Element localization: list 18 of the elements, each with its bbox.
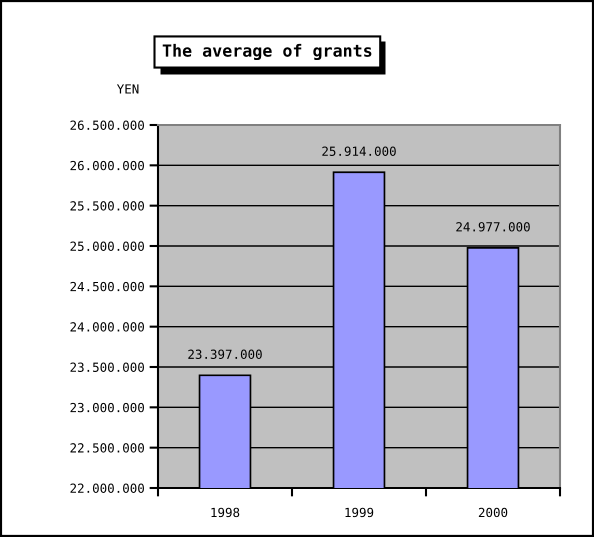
y-tick-label: 24.000.000 [70, 322, 144, 332]
y-tick-label: 23.500.000 [70, 362, 144, 372]
y-tick-label: 22.500.000 [70, 443, 144, 453]
x-tick-label: 1999 [345, 508, 374, 518]
data-label: 23.397.000 [188, 350, 262, 359]
data-label: 25.914.000 [322, 146, 396, 156]
y-axis-title: YEN [116, 84, 138, 94]
y-tick-label: 25.500.000 [70, 201, 144, 211]
y-tick-label: 26.500.000 [70, 120, 144, 130]
chart-title: The average of grants [162, 44, 372, 60]
y-tick-label: 23.000.000 [70, 402, 144, 412]
x-tick-label: 1998 [211, 508, 240, 518]
y-tick-label: 25.000.000 [70, 242, 144, 251]
y-tick-label: 22.000.000 [70, 484, 144, 493]
data-label: 24.977.000 [456, 222, 530, 232]
x-tick-label: 2000 [478, 508, 508, 518]
y-tick-label: 26.000.000 [70, 160, 144, 170]
y-tick-label: 24.500.000 [70, 282, 144, 292]
